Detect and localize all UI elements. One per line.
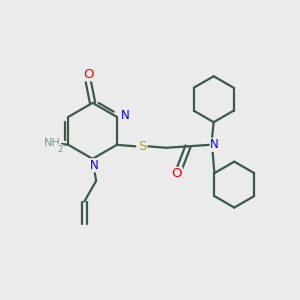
Text: O: O xyxy=(83,68,93,81)
Text: N: N xyxy=(210,138,219,151)
Text: N: N xyxy=(90,159,98,172)
Text: 2: 2 xyxy=(58,145,63,154)
Text: NH: NH xyxy=(44,138,61,148)
Text: N: N xyxy=(121,109,129,122)
Text: O: O xyxy=(172,167,182,181)
Text: S: S xyxy=(138,140,146,153)
